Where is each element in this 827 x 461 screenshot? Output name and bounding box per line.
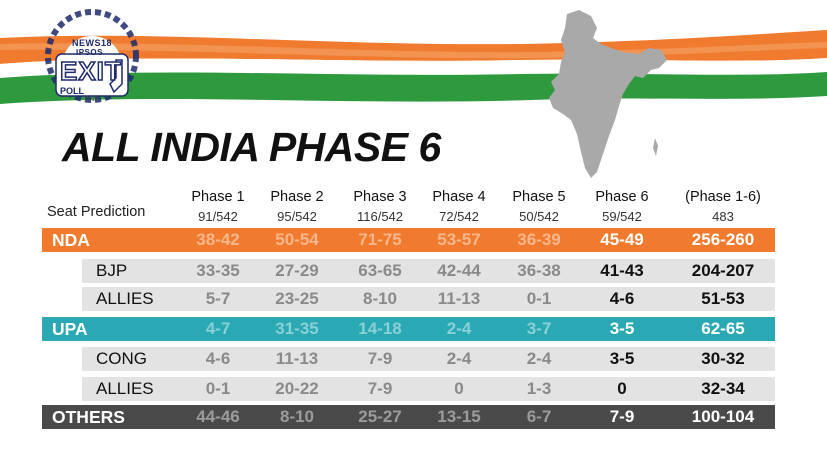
seat-value-cell: 8-10 — [362, 289, 398, 308]
seat-value-cell: 36-38 — [517, 261, 561, 280]
column-header-label: Phase 1 — [191, 189, 245, 205]
column-header: Phase 3 116/542 — [335, 188, 425, 226]
column-header: Phase 6 59/542 — [577, 188, 667, 226]
seat-value-cell: 0-1 — [526, 289, 552, 308]
seat-value-cell: 33-35 — [196, 261, 240, 280]
logo-year-text: 2019 — [85, 97, 99, 103]
seat-value-cell: 4-7 — [205, 319, 231, 338]
seat-value-cell: 31-35 — [275, 319, 319, 338]
seat-value-cell: 41-43 — [600, 261, 644, 280]
column-header-label: Phase 5 — [512, 189, 566, 205]
seat-value-cell: 63-65 — [358, 261, 402, 280]
seat-value-cell: 2-4 — [526, 349, 552, 368]
seat-value-cell: 3-5 — [609, 349, 635, 368]
brand-name: NEWS18 — [72, 38, 113, 48]
row-label: UPA — [52, 319, 88, 339]
column-header-label: Phase 2 — [270, 189, 324, 205]
seat-value-cell: 7-9 — [367, 349, 393, 368]
seat-value-cell: 51-53 — [701, 289, 745, 308]
india-map-icon — [549, 10, 667, 178]
seat-value-cell: 0 — [454, 379, 464, 398]
seat-value-cell: 4-6 — [205, 349, 231, 368]
seat-value-cell: 3-7 — [526, 319, 552, 338]
column-header-seats: 72/542 — [439, 209, 479, 224]
seat-value-cell: 38-42 — [196, 230, 240, 249]
seat-value-cell: 6-7 — [526, 407, 552, 426]
seat-value-cell: 62-65 — [701, 319, 745, 338]
seat-value-cell: 45-49 — [600, 230, 644, 249]
seat-value-cell: 0 — [617, 379, 627, 398]
seat-value-cell: 256-260 — [691, 230, 755, 249]
seat-prediction-label: Seat Prediction — [47, 204, 146, 220]
seat-value-cell: 25-27 — [358, 407, 402, 426]
row-label: OTHERS — [52, 407, 125, 427]
column-header: Phase 1 91/542 — [173, 188, 263, 226]
seat-value-cell: 13-15 — [437, 407, 481, 426]
seat-value-cell: 14-18 — [358, 319, 402, 338]
wheel-emblem-icon — [45, 9, 139, 103]
column-header-seats: 59/542 — [602, 209, 642, 224]
table-row-nda: NDA 38-42 50-54 71-75 53-57 36-39 45-49 256-260 — [42, 228, 775, 252]
table-row-cong: CONG 4-6 11-13 7-9 2-4 2-4 3-5 30-32 — [82, 347, 775, 371]
row-label: ALLIES — [96, 289, 154, 308]
row-label: CONG — [96, 349, 147, 368]
column-header-seats: 91/542 — [198, 209, 238, 224]
logo-poll-text: POLL — [60, 86, 84, 96]
seat-value-cell: 100-104 — [691, 407, 755, 426]
table-row-allies: ALLIES 0-1 20-22 7-9 0 1-3 0 32-34 — [82, 377, 775, 401]
column-header-seats: 483 — [712, 209, 734, 224]
seat-value-cell: 2-4 — [446, 349, 472, 368]
seat-value-cell: 50-54 — [275, 230, 319, 249]
seat-value-cell: 53-57 — [437, 230, 481, 249]
row-label: NDA — [52, 230, 90, 250]
seat-value-cell: 11-13 — [437, 289, 481, 308]
column-header-label: Phase 6 — [595, 189, 649, 205]
column-header: Phase 5 50/542 — [494, 188, 584, 226]
column-header-seats: 50/542 — [519, 209, 559, 224]
seat-value-cell: 3-5 — [609, 319, 635, 338]
column-header-label: (Phase 1-6) — [685, 189, 761, 205]
seat-value-cell: 8-10 — [279, 407, 315, 426]
table-row-others: OTHERS 44-46 8-10 25-27 13-15 6-7 7-9 100-104 — [42, 405, 775, 429]
seat-value-cell: 42-44 — [437, 261, 481, 280]
table-row-allies: ALLIES 5-7 23-25 8-10 11-13 0-1 4-6 51-53 — [82, 287, 775, 311]
seat-value-cell: 30-32 — [701, 349, 745, 368]
column-header-label: Phase 3 — [353, 189, 407, 205]
seat-value-cell: 5-7 — [205, 289, 231, 308]
seat-value-cell: 4-6 — [609, 289, 635, 308]
seat-value-cell: 11-13 — [275, 349, 319, 368]
seat-value-cell: 32-34 — [701, 379, 745, 398]
column-header: Phase 4 72/542 — [414, 188, 504, 226]
seat-value-cell: 44-46 — [196, 407, 240, 426]
table-row-bjp: BJP 33-35 27-29 63-65 42-44 36-38 41-43 204-207 — [82, 259, 775, 283]
column-header-seats: 95/542 — [277, 209, 317, 224]
column-header: (Phase 1-6) 483 — [673, 188, 773, 226]
column-header-label: Phase 4 — [432, 189, 486, 205]
table-row-upa: UPA 4-7 31-35 14-18 2-4 3-7 3-5 62-65 — [42, 317, 775, 341]
news18-exit-poll-logo: NEWS18 IPSOS EXIT POLL 2019 — [30, 8, 150, 108]
seat-value-cell: 71-75 — [358, 230, 402, 249]
seat-value-cell: 2-4 — [446, 319, 472, 338]
seat-value-cell: 27-29 — [275, 261, 319, 280]
logo-exit-text: EXIT — [59, 55, 122, 87]
seat-value-cell: 1-3 — [526, 379, 552, 398]
partner-name: IPSOS — [76, 48, 103, 57]
column-header-seats: 116/542 — [356, 209, 404, 224]
seat-value-cell: 204-207 — [691, 261, 755, 280]
seat-value-cell: 36-39 — [517, 230, 561, 249]
row-label: BJP — [96, 261, 128, 280]
seat-value-cell: 23-25 — [275, 289, 319, 308]
seat-value-cell: 20-22 — [275, 379, 319, 398]
seat-value-cell: 7-9 — [367, 379, 393, 398]
seat-value-cell: 0-1 — [205, 379, 231, 398]
seat-value-cell: 7-9 — [609, 407, 635, 426]
column-header: Phase 2 95/542 — [252, 188, 342, 226]
row-label: ALLIES — [96, 379, 154, 398]
page-title: ALL INDIA PHASE 6 — [62, 124, 441, 170]
